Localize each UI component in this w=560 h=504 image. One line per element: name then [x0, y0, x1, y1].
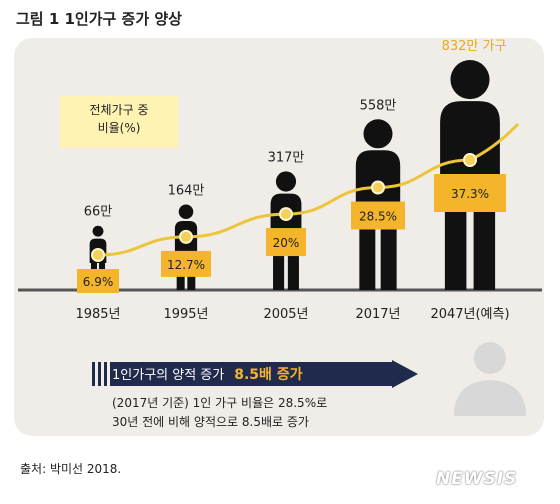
person-figure-1: [174, 204, 198, 290]
watermark: NEWSIS: [436, 469, 518, 489]
percent-box-4: [434, 174, 506, 212]
x-tick-label-3: 2017년: [355, 307, 400, 322]
note-line-2: 30년 전에 비해 양적으로 8.5배로 증가: [112, 415, 309, 429]
data-point-0: [91, 248, 105, 262]
arrow-text: 1인가구의 양적 증가: [112, 368, 225, 383]
percent-label-4: 37.3%: [451, 187, 489, 201]
percent-label-0: 6.9%: [83, 275, 114, 289]
household-label-1: 164만: [168, 184, 205, 199]
arrow-highlight: 8.5배 증가: [234, 367, 303, 383]
x-tick-label-1: 1995년: [163, 307, 208, 322]
person-silhouette-icon: [454, 342, 526, 416]
percent-label-1: 12.7%: [167, 258, 205, 272]
data-point-4: [463, 153, 477, 167]
x-tick-label-2: 2005년: [263, 307, 308, 322]
household-label-4: 832만 가구: [442, 39, 507, 54]
legend-line-1: 전체가구 중: [89, 103, 149, 117]
household-label-3: 558만: [360, 98, 397, 113]
percent-box-3: [351, 201, 405, 230]
legend-line-2: 비율(%): [97, 121, 141, 135]
household-label-0: 66만: [84, 205, 113, 220]
percent-label-2: 20%: [273, 236, 300, 250]
data-point-3: [371, 180, 385, 195]
figure-title: 그림 1 1인가구 증가 양상: [16, 10, 182, 28]
percent-box-1: [161, 250, 211, 277]
household-label-2: 317만: [268, 150, 305, 165]
x-tick-label-4: 2047년(예측): [430, 307, 509, 322]
growth-arrow: 1인가구의 양적 증가 8.5배 증가: [92, 360, 422, 388]
percent-box-2: [266, 228, 306, 257]
percent-label-3: 28.5%: [359, 210, 397, 224]
person-figure-4: [440, 60, 500, 290]
percent-box-0: [77, 269, 119, 293]
note-line-1: (2017년 기준) 1인 가구 비율은 28.5%로: [112, 396, 328, 410]
x-tick-label-0: 1985년: [75, 307, 120, 322]
note: (2017년 기준) 1인 가구 비율은 28.5%로 30년 전에 비해 양적…: [112, 394, 327, 432]
data-point-2: [279, 207, 293, 222]
source: 출처: 박미선 2018.: [20, 462, 122, 476]
legend-box: 전체가구 중 비율(%): [60, 96, 178, 148]
data-point-1: [179, 229, 193, 244]
